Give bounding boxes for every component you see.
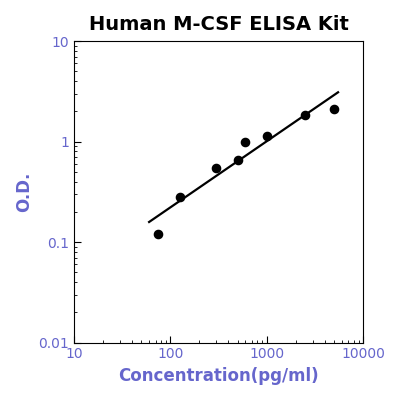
Point — [331, 106, 337, 112]
X-axis label: Concentration(pg/ml): Concentration(pg/ml) — [118, 367, 319, 385]
Point — [155, 231, 162, 237]
Point — [302, 112, 308, 118]
Point — [176, 194, 183, 200]
Point — [234, 157, 241, 164]
Point — [264, 132, 270, 139]
Point — [213, 164, 220, 171]
Title: Human M-CSF ELISA Kit: Human M-CSF ELISA Kit — [89, 15, 348, 34]
Y-axis label: O.D.: O.D. — [15, 172, 33, 212]
Point — [242, 138, 249, 145]
